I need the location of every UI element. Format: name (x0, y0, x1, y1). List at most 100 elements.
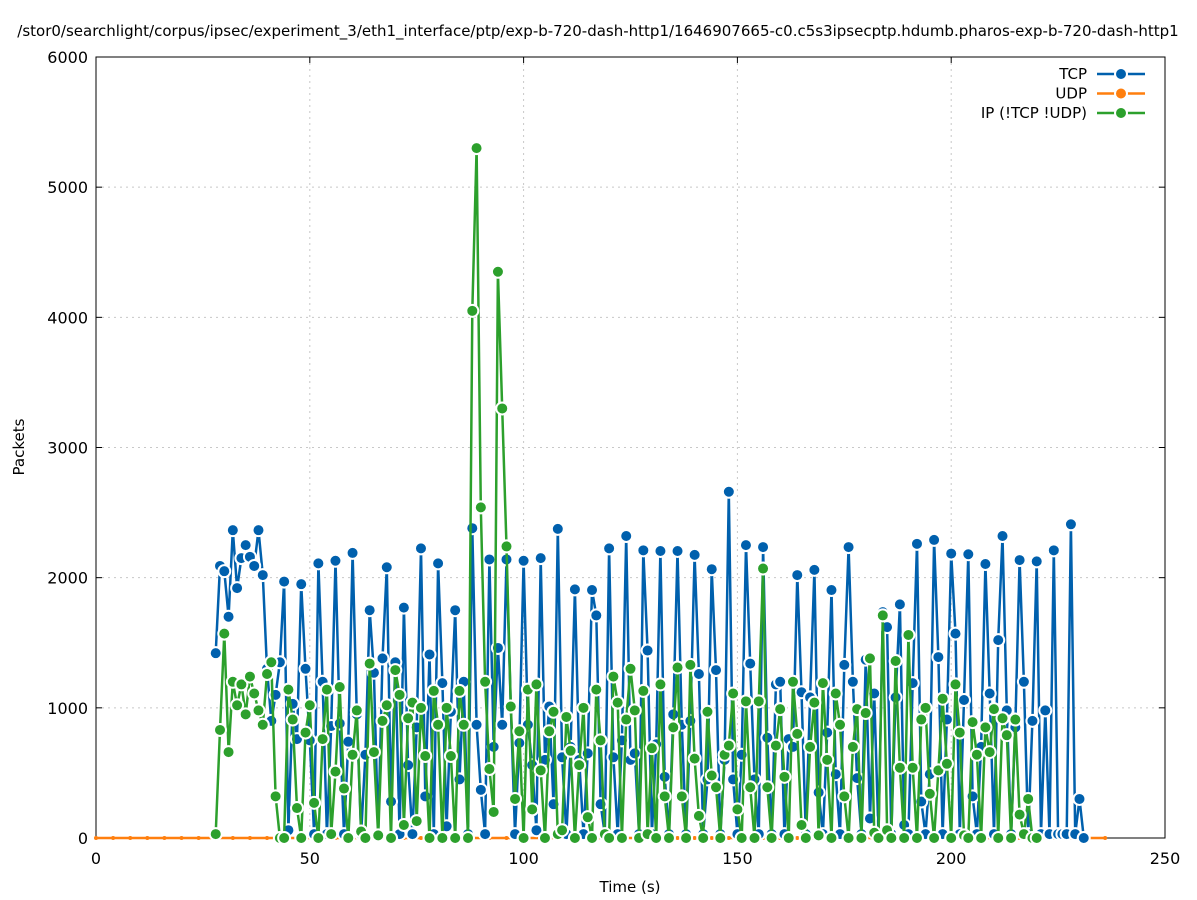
data-point (482, 762, 497, 777)
data-point (431, 556, 446, 571)
data-point (961, 547, 976, 562)
data-point (285, 712, 300, 727)
data-point (452, 772, 467, 787)
data-point (593, 733, 608, 748)
data-point (362, 656, 377, 671)
data-point (768, 738, 783, 753)
data-point (1012, 807, 1027, 822)
data-point (418, 836, 423, 840)
data-point (931, 650, 946, 665)
data-point (328, 764, 343, 779)
data-point (473, 500, 488, 515)
data-point (743, 656, 758, 671)
data-point (1072, 791, 1087, 806)
data-point (311, 831, 326, 845)
data-point (1004, 831, 1019, 845)
data-point (798, 831, 813, 845)
x-tick-label: 100 (508, 849, 539, 868)
data-point (230, 836, 235, 840)
data-point (636, 683, 651, 698)
data-point (486, 804, 501, 819)
data-point (302, 698, 317, 713)
data-point (927, 831, 942, 845)
data-point (675, 836, 680, 840)
data-point (145, 836, 150, 840)
data-point (824, 831, 839, 845)
data-point (627, 746, 642, 761)
data-point (208, 827, 223, 842)
data-point (807, 562, 822, 577)
data-point (512, 724, 527, 739)
data-point (247, 686, 262, 701)
data-point (862, 651, 877, 666)
data-point (495, 401, 510, 416)
data-point (567, 582, 582, 597)
data-point (1063, 517, 1078, 532)
data-point (576, 700, 591, 715)
data-point (315, 732, 330, 747)
data-point (845, 739, 860, 754)
data-point (234, 677, 249, 692)
data-point (747, 831, 762, 845)
data-point (875, 608, 890, 623)
data-point (653, 543, 668, 558)
data-point (563, 743, 578, 758)
data-point (247, 558, 262, 573)
data-point (726, 686, 741, 701)
data-point (627, 703, 642, 718)
series-ip (208, 141, 1044, 845)
data-point (828, 767, 843, 782)
data-point (238, 707, 253, 722)
data-point (422, 831, 437, 845)
data-point (610, 695, 625, 710)
data-point (401, 758, 416, 773)
data-point (837, 657, 852, 672)
data-point (965, 715, 980, 730)
data-point (824, 583, 839, 598)
data-point (431, 717, 446, 732)
data-point (516, 831, 531, 845)
data-point (473, 782, 488, 797)
data-point (1016, 674, 1031, 689)
data-point (892, 760, 907, 775)
data-point (721, 738, 736, 753)
data-point (396, 817, 411, 832)
data-point (289, 801, 304, 816)
data-point (435, 831, 450, 845)
data-point (661, 831, 676, 845)
data-point (794, 817, 809, 832)
data-point (820, 725, 835, 740)
data-point (208, 646, 223, 661)
data-point (700, 704, 715, 719)
data-point (337, 781, 352, 796)
data-point (589, 682, 604, 697)
data-point (418, 748, 433, 763)
data-point (478, 827, 493, 842)
data-point (349, 703, 364, 718)
data-point (213, 722, 228, 737)
data-point (311, 556, 326, 571)
data-point (991, 633, 1006, 648)
data-point (362, 603, 377, 618)
data-point (884, 831, 899, 845)
data-point (307, 795, 322, 810)
data-point (319, 682, 334, 697)
x-tick-label: 200 (936, 849, 967, 868)
chart-title: /stor0/searchlight/corpus/ipsec/experime… (17, 22, 1178, 41)
data-point (230, 698, 245, 713)
data-point (384, 831, 399, 845)
data-point (242, 669, 257, 684)
data-point (111, 836, 116, 840)
data-point (854, 831, 869, 845)
data-point (764, 831, 779, 845)
data-point (811, 828, 826, 843)
data-point (217, 626, 232, 641)
data-point (738, 538, 753, 553)
legend-label: IP (!TCP !UDP) (981, 104, 1087, 122)
data-point (995, 711, 1010, 726)
data-point (901, 627, 916, 642)
data-point (709, 780, 724, 795)
data-point (371, 828, 386, 843)
data-point (345, 747, 360, 762)
